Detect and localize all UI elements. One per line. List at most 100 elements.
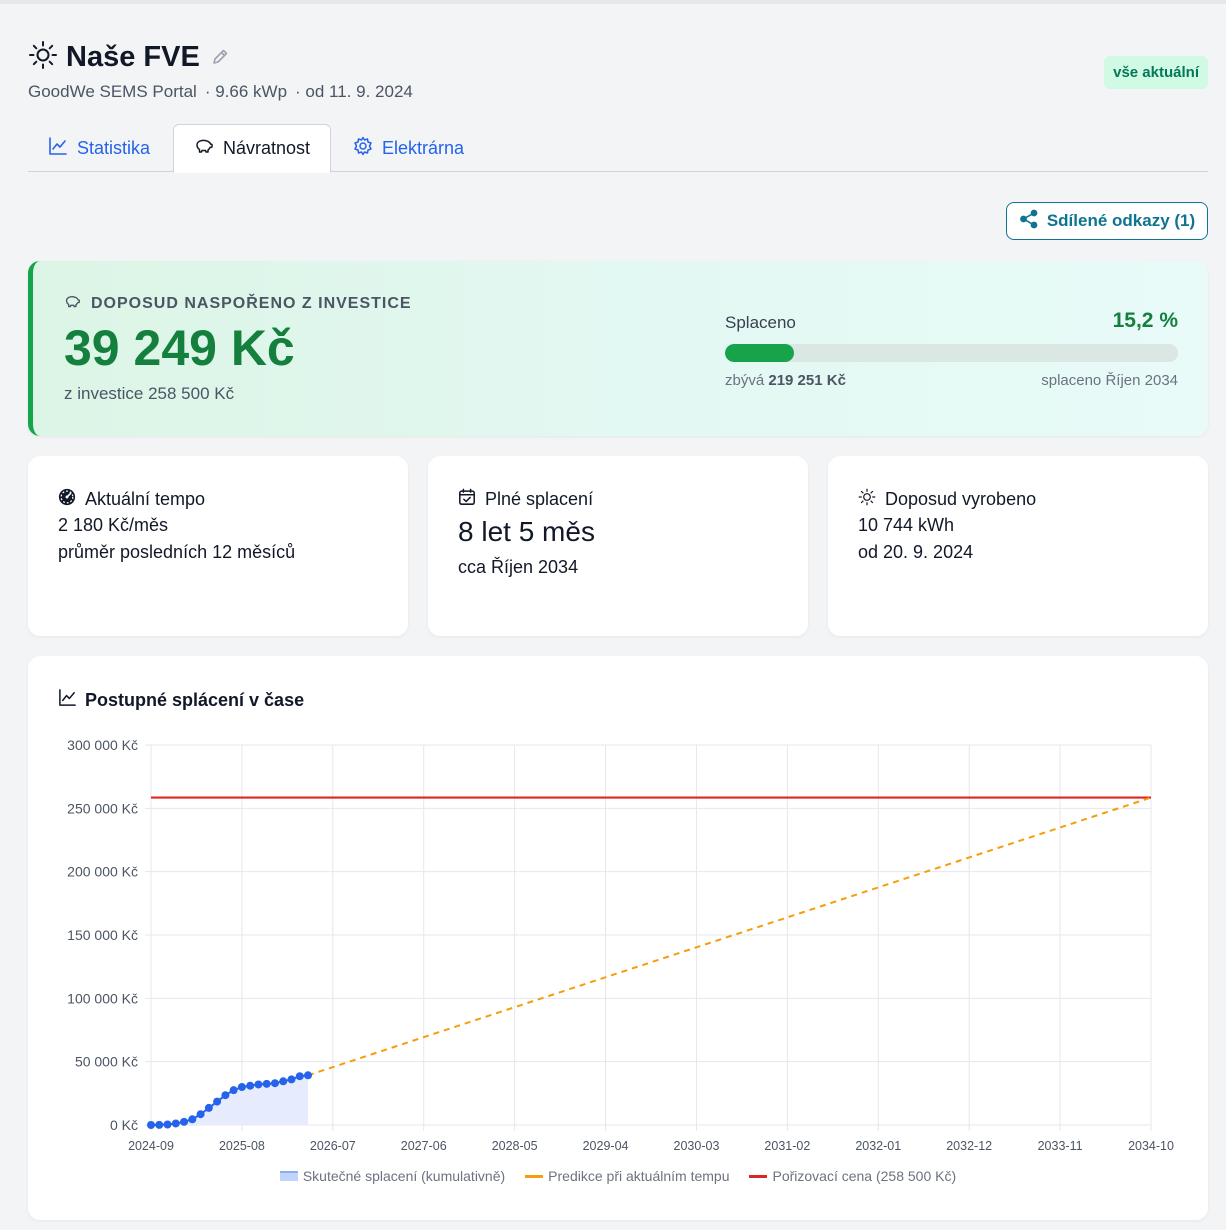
chart-header: Postupné splácení v čase bbox=[58, 688, 304, 712]
x-tick-label: 2029-04 bbox=[583, 1139, 629, 1153]
y-tick-label: 250 000 Kč bbox=[67, 800, 138, 816]
actual-point bbox=[304, 1071, 313, 1080]
actual-point bbox=[246, 1081, 255, 1090]
piggy-bank-icon bbox=[194, 136, 214, 161]
progress-percent: 15,2 % bbox=[1112, 309, 1178, 332]
legend-swatch bbox=[749, 1174, 768, 1178]
y-tick-label: 300 000 Kč bbox=[67, 737, 138, 753]
payback-chart-card: Postupné splácení v čase 0 Kč 50 000 Kč 10… bbox=[28, 656, 1208, 1220]
chart-line-icon bbox=[58, 688, 77, 712]
legend-label: Pořizovací cena (258 500 Kč) bbox=[772, 1168, 957, 1184]
actual-point bbox=[287, 1075, 296, 1084]
produced-since: od 20. 9. 2024 bbox=[858, 542, 974, 562]
x-tick-label: 2027-06 bbox=[401, 1139, 447, 1153]
y-tick-label: 100 000 Kč bbox=[67, 990, 138, 1006]
savings-label-text: DOPOSUD NASPOŘENO Z INVESTICE bbox=[91, 295, 412, 312]
page-header: Naše FVE GoodWe SEMS Portal · 9.66 kWp ·… bbox=[28, 40, 413, 102]
actual-point bbox=[147, 1121, 155, 1129]
actual-point bbox=[237, 1083, 246, 1091]
prediction-line bbox=[307, 796, 1152, 1077]
savings-summary: DOPOSUD NASPOŘENO Z INVESTICE 39 249 Kč … bbox=[28, 261, 1208, 436]
actual-area bbox=[151, 1075, 309, 1125]
actual-point bbox=[180, 1117, 189, 1126]
actual-point bbox=[295, 1072, 304, 1081]
payoff-month: cca Říjen 2034 bbox=[458, 557, 579, 577]
card-header: Aktuální tempo bbox=[58, 488, 205, 511]
card-header: Doposud vyrobeno bbox=[858, 488, 1036, 511]
y-tick-label: 0 Kč bbox=[110, 1117, 138, 1133]
tab-label: Návratnost bbox=[223, 138, 311, 158]
actual-point bbox=[270, 1079, 279, 1088]
payoff-duration: 8 let 5 měs bbox=[458, 516, 595, 547]
card-title: Doposud vyrobeno bbox=[885, 489, 1037, 509]
x-tick-label: 2033-11 bbox=[1038, 1139, 1083, 1153]
x-tick-label: 2030-03 bbox=[674, 1139, 720, 1153]
x-tick-label: 2032-01 bbox=[855, 1139, 901, 1153]
legend-label: Predikce při aktuálním tempu bbox=[548, 1168, 730, 1184]
y-tick-label: 150 000 Kč bbox=[67, 927, 138, 943]
progress-label: Splaceno bbox=[725, 313, 796, 332]
card-header: Plné splacení bbox=[458, 488, 593, 511]
payback-chart: 0 Kč 50 000 Kč 100 000 Kč 150 000 Kč 200 000… bbox=[67, 737, 1174, 1153]
x-tick-label: 2028-05 bbox=[492, 1139, 538, 1153]
shared-links-button[interactable]: Sdílené odkazy (1) bbox=[1006, 202, 1208, 240]
card-current-pace: Aktuální tempo 2 180 Kč/měs průměr posle… bbox=[28, 456, 408, 636]
pencil-icon[interactable] bbox=[210, 47, 230, 72]
chart-title: Postupné splácení v čase bbox=[85, 689, 305, 710]
piggy-bank-icon bbox=[64, 293, 81, 315]
tab-bar: Statistika Návratnost Elektrárna bbox=[28, 124, 1208, 173]
y-tick-label: 200 000 Kč bbox=[67, 864, 138, 880]
tab-label: Elektrárna bbox=[382, 137, 465, 158]
legend-label: Skutečné splacení (kumulativně) bbox=[302, 1168, 506, 1184]
actual-point bbox=[155, 1120, 164, 1129]
legend-item-actual[interactable]: Skutečné splacení (kumulativně) bbox=[279, 1168, 506, 1184]
since-label: · od 11. 9. 2024 bbox=[295, 82, 413, 101]
title-row: Naše FVE bbox=[28, 40, 413, 74]
actual-point bbox=[279, 1077, 288, 1086]
actual-point bbox=[163, 1120, 172, 1129]
payback-progress-fill bbox=[725, 344, 794, 362]
savings-amount: 39 249 Kč bbox=[64, 320, 295, 376]
actual-point bbox=[254, 1080, 263, 1089]
y-tick-label: 50 000 Kč bbox=[75, 1054, 138, 1070]
page-title: Naše FVE bbox=[66, 40, 200, 73]
tab-elektrarna[interactable]: Elektrárna bbox=[333, 124, 484, 172]
remaining-value: 219 251 Kč bbox=[768, 372, 846, 389]
tab-navratnost[interactable]: Návratnost bbox=[173, 124, 332, 173]
subtitle: GoodWe SEMS Portal · 9.66 kWp · od 11. 9… bbox=[28, 82, 413, 102]
investment-total: z investice 258 500 Kč bbox=[64, 384, 235, 403]
x-tick-label: 2031-02 bbox=[764, 1139, 810, 1153]
tab-statistika[interactable]: Statistika bbox=[28, 124, 170, 172]
legend-item-purchase-price[interactable]: Pořizovací cena (258 500 Kč) bbox=[749, 1168, 956, 1184]
x-tick-label: 2026-07 bbox=[310, 1139, 356, 1153]
actual-point bbox=[213, 1097, 222, 1106]
x-tick-label: 2024-09 bbox=[128, 1139, 174, 1153]
legend-swatch bbox=[279, 1171, 298, 1181]
actual-point bbox=[204, 1103, 213, 1112]
gear-icon bbox=[353, 136, 373, 161]
card-full-payoff: Plné splacení 8 let 5 měs cca Říjen 2034 bbox=[428, 456, 808, 636]
sun-icon bbox=[858, 488, 876, 511]
legend-swatch bbox=[525, 1174, 544, 1178]
x-tick-label: 2032-12 bbox=[946, 1139, 992, 1153]
produced-value: 10 744 kWh bbox=[858, 515, 955, 535]
actual-point bbox=[262, 1079, 271, 1088]
card-title: Aktuální tempo bbox=[85, 489, 206, 509]
x-tick-label: 2034-10 bbox=[1128, 1139, 1174, 1153]
legend-item-prediction[interactable]: Predikce při aktuálním tempu bbox=[525, 1168, 729, 1184]
remaining-prefix: zbývá bbox=[725, 372, 765, 389]
pace-note: průměr posledních 12 měsíců bbox=[58, 542, 296, 562]
payback-progress-bar bbox=[725, 344, 1178, 362]
gauge-icon bbox=[58, 488, 76, 511]
payoff-date: splaceno Říjen 2034 bbox=[1041, 372, 1178, 389]
actual-point bbox=[196, 1110, 205, 1119]
calendar-check-icon bbox=[458, 488, 476, 511]
tab-label: Statistika bbox=[77, 137, 151, 158]
status-badge: vše aktuální bbox=[1104, 56, 1208, 89]
actual-point bbox=[171, 1119, 180, 1128]
power-label: · 9.66 kWp bbox=[204, 82, 288, 101]
actual-point bbox=[229, 1086, 238, 1095]
source-label: GoodWe SEMS Portal bbox=[28, 82, 197, 101]
actual-point bbox=[188, 1115, 197, 1124]
x-tick-label: 2025-08 bbox=[219, 1139, 265, 1153]
